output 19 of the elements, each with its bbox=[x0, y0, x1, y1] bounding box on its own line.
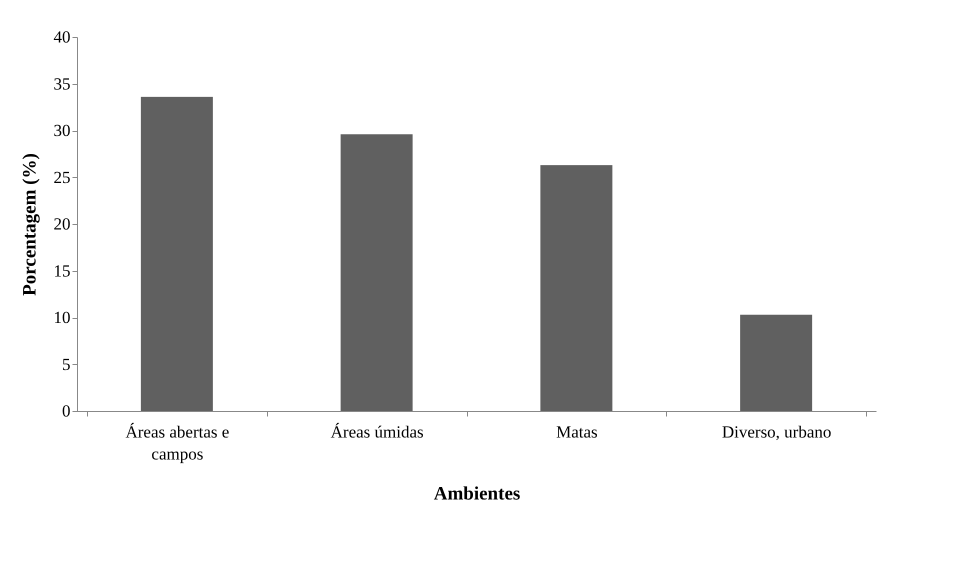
y-tick-label: 15 bbox=[54, 261, 70, 280]
x-tick-label: Matas bbox=[556, 422, 598, 442]
y-tick-label: 35 bbox=[54, 74, 70, 94]
y-tick-label: 20 bbox=[54, 214, 70, 234]
x-tick-label: Áreas úmidas bbox=[330, 422, 424, 442]
y-tick-label: 10 bbox=[54, 308, 70, 327]
y-tick-label: 40 bbox=[54, 28, 70, 46]
bar bbox=[340, 134, 413, 411]
y-axis-title: Porcentagem (%) bbox=[20, 153, 40, 296]
x-tick-label: Áreas abertas e campos bbox=[125, 422, 230, 464]
bar bbox=[140, 96, 213, 411]
y-tick-label: 0 bbox=[62, 402, 70, 420]
x-tick-label: Diverso, urbano bbox=[722, 422, 832, 442]
bar bbox=[740, 314, 812, 411]
y-tick-label: 5 bbox=[62, 354, 70, 374]
x-axis-title: Ambientes bbox=[434, 484, 520, 504]
y-tick-label: 30 bbox=[54, 121, 70, 140]
y-tick-label: 25 bbox=[54, 168, 70, 187]
bar bbox=[540, 165, 612, 411]
